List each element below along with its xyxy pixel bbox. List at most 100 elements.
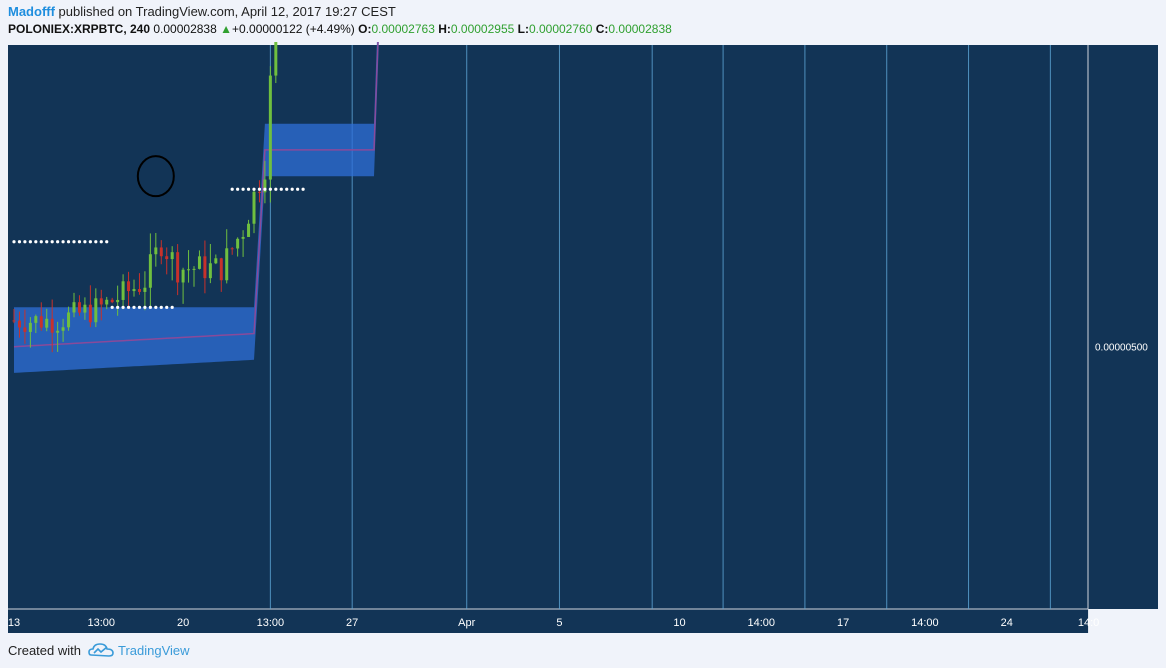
kijun-dot	[246, 187, 251, 191]
candle-body	[236, 238, 240, 249]
kijun-dot	[290, 187, 294, 191]
kijun-dot	[154, 305, 158, 309]
kijun-dot	[132, 305, 136, 309]
candle-body	[105, 299, 109, 305]
kijun-dot	[137, 305, 142, 309]
candle-body	[197, 256, 201, 269]
candle-body	[247, 223, 251, 237]
up-arrow-icon: ▲	[220, 22, 233, 36]
kijun-dot	[148, 305, 152, 309]
kijun-dot	[263, 187, 267, 191]
kijun-dot	[39, 240, 43, 244]
candle-body	[176, 252, 180, 283]
kijun-dot	[165, 305, 169, 309]
candle-body	[12, 320, 16, 322]
kijun-dot	[241, 187, 245, 191]
x-tick-label: 20	[177, 617, 189, 629]
candle-body	[170, 252, 174, 260]
candle-body	[28, 322, 32, 332]
annotation-circle	[136, 155, 175, 198]
chart-header: Madofff published on TradingView.com, Ap…	[0, 0, 1166, 42]
x-tick-label: 5	[556, 617, 562, 629]
x-tick-label: Apr	[458, 617, 475, 629]
kijun-dot	[23, 240, 27, 244]
candle-body	[137, 289, 141, 292]
candle-body	[230, 248, 234, 250]
publish-line: Madofff published on TradingView.com, Ap…	[8, 4, 396, 19]
price-chart[interactable]: 0.000005000.000010000.000015000.00002000…	[0, 42, 1166, 634]
candle-body	[94, 298, 98, 323]
x-tick-label: 13:00	[257, 617, 285, 629]
kijun-dot	[12, 240, 16, 244]
kijun-dot	[94, 240, 98, 244]
kijun-dot	[83, 240, 87, 244]
kijun-dot	[236, 187, 240, 191]
x-tick-label: 10	[673, 617, 685, 629]
candle-body	[61, 327, 65, 331]
candle-body	[181, 269, 185, 283]
kijun-dot	[230, 187, 234, 191]
symbol-line: POLONIEX:XRPBTC, 240 0.00002838 ▲+0.0000…	[8, 22, 672, 36]
created-with-text: Created with	[8, 643, 81, 658]
candle-body	[132, 289, 136, 292]
candle-body	[110, 299, 114, 303]
high-label: H:	[438, 22, 451, 36]
candle-body	[127, 281, 131, 292]
candle-body	[39, 316, 43, 328]
candle-body	[56, 330, 60, 333]
x-tick-label: 14:00	[748, 617, 776, 629]
kijun-dot	[34, 240, 38, 244]
candle-body	[83, 304, 87, 313]
x-tick-label: 13	[8, 617, 20, 629]
kijun-dot	[143, 305, 147, 309]
y-tick-label: 0.00000500	[1095, 343, 1148, 354]
kijun-dot	[268, 187, 272, 191]
x-tick-label: 27	[346, 617, 358, 629]
kijun-dot	[56, 240, 60, 244]
kijun-dot	[77, 240, 82, 244]
tradingview-brand[interactable]: TradingView	[118, 643, 190, 658]
kijun-dot	[301, 187, 305, 191]
x-tick-label: 13:00	[88, 617, 116, 629]
candle-body	[214, 258, 218, 264]
candle-body	[45, 318, 49, 328]
kijun-dot	[72, 240, 76, 244]
candle-body	[219, 258, 223, 281]
kijun-dot	[110, 305, 114, 309]
candle-body	[268, 75, 272, 180]
candle-body	[72, 302, 76, 313]
candle-body	[208, 263, 212, 279]
candle-body	[263, 179, 267, 193]
candle-body	[165, 256, 169, 260]
high-value: 0.00002955	[450, 22, 515, 36]
kijun-dot	[257, 187, 262, 191]
kijun-dot	[50, 240, 54, 244]
last-price: 0.00002838	[153, 22, 217, 36]
kijun-dot	[121, 305, 125, 309]
tradingview-cloud-icon[interactable]	[88, 641, 114, 659]
ichimoku-bull-cloud	[14, 42, 379, 373]
candle-body	[187, 269, 191, 271]
kijun-dot	[88, 240, 92, 244]
low-value: 0.00002760	[528, 22, 593, 36]
close-label: C:	[595, 22, 609, 36]
kijun-dot	[116, 305, 120, 309]
author-link[interactable]: Madofff	[8, 4, 55, 19]
candle-body	[34, 316, 38, 323]
x-tick-label: 14:00	[911, 617, 939, 629]
candle-body	[203, 256, 207, 279]
candle-body	[50, 318, 54, 333]
kijun-dot	[170, 305, 174, 309]
kijun-dot	[252, 187, 256, 191]
kijun-dot	[61, 240, 65, 244]
low-label: L:	[517, 22, 529, 36]
kijun-dot	[285, 187, 289, 191]
candle-body	[99, 298, 103, 305]
kijun-dot	[28, 240, 32, 244]
symbol-label[interactable]: POLONIEX:XRPBTC, 240	[8, 22, 151, 36]
candle-body	[225, 248, 229, 281]
candle-body	[154, 247, 158, 255]
x-tick-label: 14:0	[1078, 617, 1099, 629]
candle-body	[23, 327, 27, 332]
open-value: 0.00002763	[371, 22, 435, 36]
